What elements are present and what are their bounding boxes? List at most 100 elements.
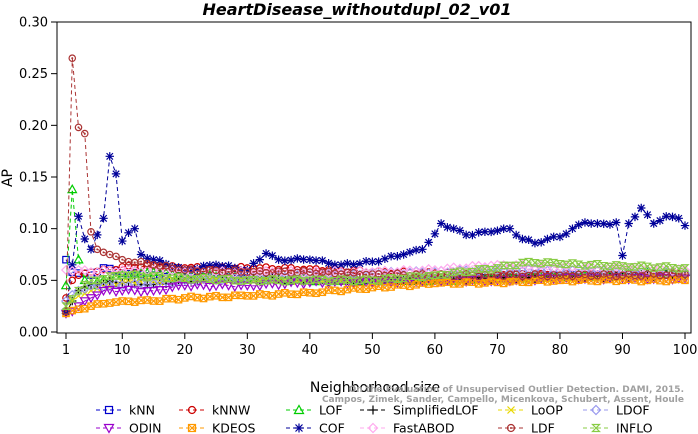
data-point xyxy=(418,245,427,254)
data-point xyxy=(167,274,177,283)
data-point xyxy=(624,219,633,228)
legend-item-odin: ODIN xyxy=(96,421,162,434)
data-point xyxy=(323,277,334,286)
data-point xyxy=(80,280,90,289)
data-point xyxy=(155,272,165,280)
legend-label: LoOP xyxy=(531,403,563,418)
y-tick-label: 0.15 xyxy=(19,171,48,186)
data-point xyxy=(93,230,102,240)
data-point xyxy=(555,232,565,242)
data-point xyxy=(286,265,297,276)
data-point xyxy=(224,261,233,270)
data-point xyxy=(336,260,346,270)
data-point xyxy=(274,255,283,264)
data-point xyxy=(642,262,653,271)
data-point xyxy=(417,273,428,282)
data-point xyxy=(211,260,221,270)
legend-label: FastABOD xyxy=(393,421,455,434)
data-point xyxy=(567,259,578,267)
x-tick-label: 30 xyxy=(239,343,256,358)
legend-label: ODIN xyxy=(129,421,162,434)
data-point xyxy=(473,260,484,271)
legend-item-loop: LoOP xyxy=(498,403,563,418)
data-point xyxy=(104,285,115,296)
data-point xyxy=(143,254,152,263)
data-point xyxy=(411,272,421,281)
x-tick-label: 100 xyxy=(673,343,698,358)
data-point xyxy=(336,275,346,283)
x-tick-label: 10 xyxy=(114,343,131,358)
data-point xyxy=(261,276,271,285)
data-point xyxy=(79,265,90,276)
data-point xyxy=(273,281,284,291)
data-point xyxy=(142,273,152,282)
data-point xyxy=(62,307,70,316)
data-point xyxy=(417,277,428,287)
data-point xyxy=(67,295,77,303)
data-point xyxy=(511,261,521,270)
data-point xyxy=(455,267,465,276)
data-point xyxy=(636,261,646,270)
data-point xyxy=(198,273,209,282)
data-point xyxy=(217,280,228,290)
data-point xyxy=(193,264,202,273)
data-point xyxy=(330,260,340,270)
data-point xyxy=(586,261,597,272)
data-point xyxy=(637,203,646,213)
data-point xyxy=(355,276,365,285)
data-point xyxy=(517,259,528,270)
legend-label: LDOF xyxy=(616,403,650,418)
data-point xyxy=(411,245,421,255)
data-point xyxy=(136,272,146,281)
legend-item-ldof: LDOF xyxy=(583,403,650,418)
data-point xyxy=(123,271,134,280)
data-point xyxy=(187,292,195,301)
data-point xyxy=(98,286,109,297)
data-point xyxy=(605,220,615,229)
data-point xyxy=(130,298,139,306)
data-point xyxy=(448,262,459,273)
data-point xyxy=(373,277,384,285)
data-point xyxy=(274,290,283,298)
plot-area xyxy=(60,54,691,319)
legend-label: LDF xyxy=(531,421,555,434)
data-point xyxy=(324,259,333,268)
x-axis-label: Neighborhood size xyxy=(310,380,440,396)
y-tick-label: 0.30 xyxy=(19,16,48,31)
data-point xyxy=(161,274,171,283)
data-point xyxy=(505,224,515,233)
data-point xyxy=(186,275,196,284)
data-point xyxy=(235,281,247,291)
data-point xyxy=(467,267,478,276)
data-point xyxy=(618,251,627,260)
data-point xyxy=(268,251,277,260)
data-point xyxy=(85,267,97,278)
data-point xyxy=(348,277,359,286)
data-point xyxy=(430,229,440,239)
data-point xyxy=(92,291,103,301)
data-point xyxy=(612,218,621,227)
y-tick-label: 0.25 xyxy=(19,67,48,82)
data-point xyxy=(86,276,96,285)
data-point xyxy=(536,260,547,271)
data-point xyxy=(148,264,159,276)
data-point xyxy=(60,280,72,290)
data-point xyxy=(261,249,271,258)
data-point xyxy=(187,405,197,415)
data-point xyxy=(118,297,127,305)
data-point xyxy=(630,263,640,271)
data-point xyxy=(249,259,258,268)
data-point xyxy=(210,282,222,292)
data-point xyxy=(80,234,89,244)
data-point xyxy=(430,271,440,279)
data-point xyxy=(617,262,628,270)
data-point xyxy=(86,245,96,254)
data-point xyxy=(468,230,477,240)
data-point xyxy=(367,276,378,285)
data-point xyxy=(74,123,83,132)
data-point xyxy=(73,254,84,264)
legend-item-cof: COF xyxy=(286,421,345,434)
data-point xyxy=(361,257,371,266)
data-point xyxy=(680,264,690,272)
data-point xyxy=(155,256,164,265)
